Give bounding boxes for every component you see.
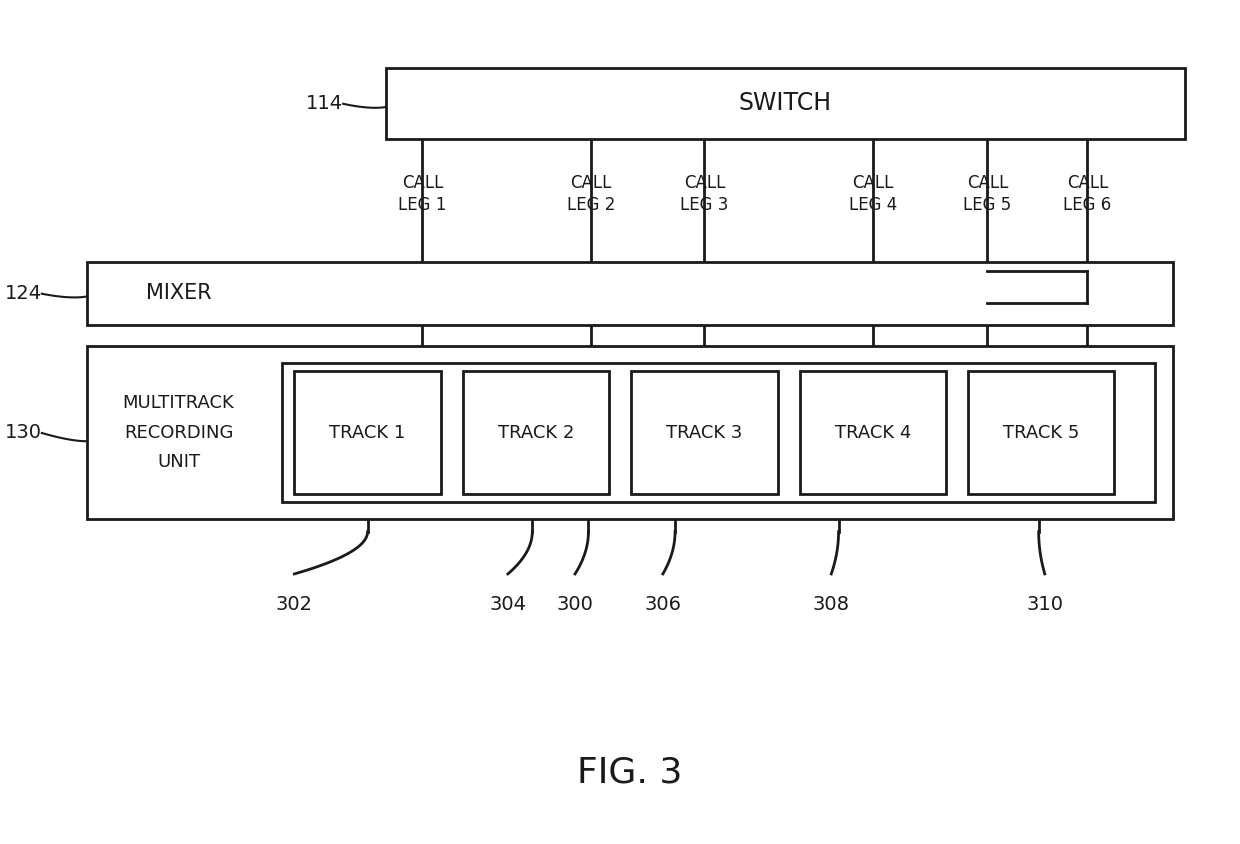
Text: 306: 306 bbox=[645, 595, 681, 614]
Text: 302: 302 bbox=[275, 595, 312, 614]
Bar bbox=[631, 371, 777, 494]
Text: MULTITRACK
RECORDING
UNIT: MULTITRACK RECORDING UNIT bbox=[123, 394, 234, 471]
Text: TRACK 1: TRACK 1 bbox=[330, 424, 405, 441]
Text: FIG. 3: FIG. 3 bbox=[578, 755, 682, 789]
Text: TRACK 4: TRACK 4 bbox=[835, 424, 911, 441]
Bar bbox=[386, 68, 1185, 139]
Text: SWITCH: SWITCH bbox=[739, 91, 832, 116]
Text: CALL
LEG 2: CALL LEG 2 bbox=[567, 174, 615, 214]
Bar bbox=[294, 371, 440, 494]
Bar bbox=[87, 262, 1173, 325]
Bar bbox=[283, 363, 1154, 502]
Text: 130: 130 bbox=[5, 424, 42, 442]
Text: TRACK 3: TRACK 3 bbox=[666, 424, 743, 441]
Text: 310: 310 bbox=[1027, 595, 1063, 614]
Text: CALL
LEG 1: CALL LEG 1 bbox=[398, 174, 446, 214]
Text: CALL
LEG 3: CALL LEG 3 bbox=[681, 174, 729, 214]
Bar bbox=[968, 371, 1115, 494]
Text: 300: 300 bbox=[557, 595, 594, 614]
Text: 304: 304 bbox=[490, 595, 527, 614]
Bar bbox=[800, 371, 946, 494]
Text: CALL
LEG 5: CALL LEG 5 bbox=[963, 174, 1012, 214]
Text: 308: 308 bbox=[812, 595, 849, 614]
Text: TRACK 2: TRACK 2 bbox=[497, 424, 574, 441]
Text: 114: 114 bbox=[306, 95, 343, 113]
Text: 124: 124 bbox=[5, 284, 42, 303]
Bar bbox=[87, 346, 1173, 519]
Text: TRACK 5: TRACK 5 bbox=[1003, 424, 1079, 441]
Bar bbox=[463, 371, 609, 494]
Text: CALL
LEG 6: CALL LEG 6 bbox=[1064, 174, 1111, 214]
Text: CALL
LEG 4: CALL LEG 4 bbox=[848, 174, 897, 214]
Text: MIXER: MIXER bbox=[145, 284, 211, 303]
